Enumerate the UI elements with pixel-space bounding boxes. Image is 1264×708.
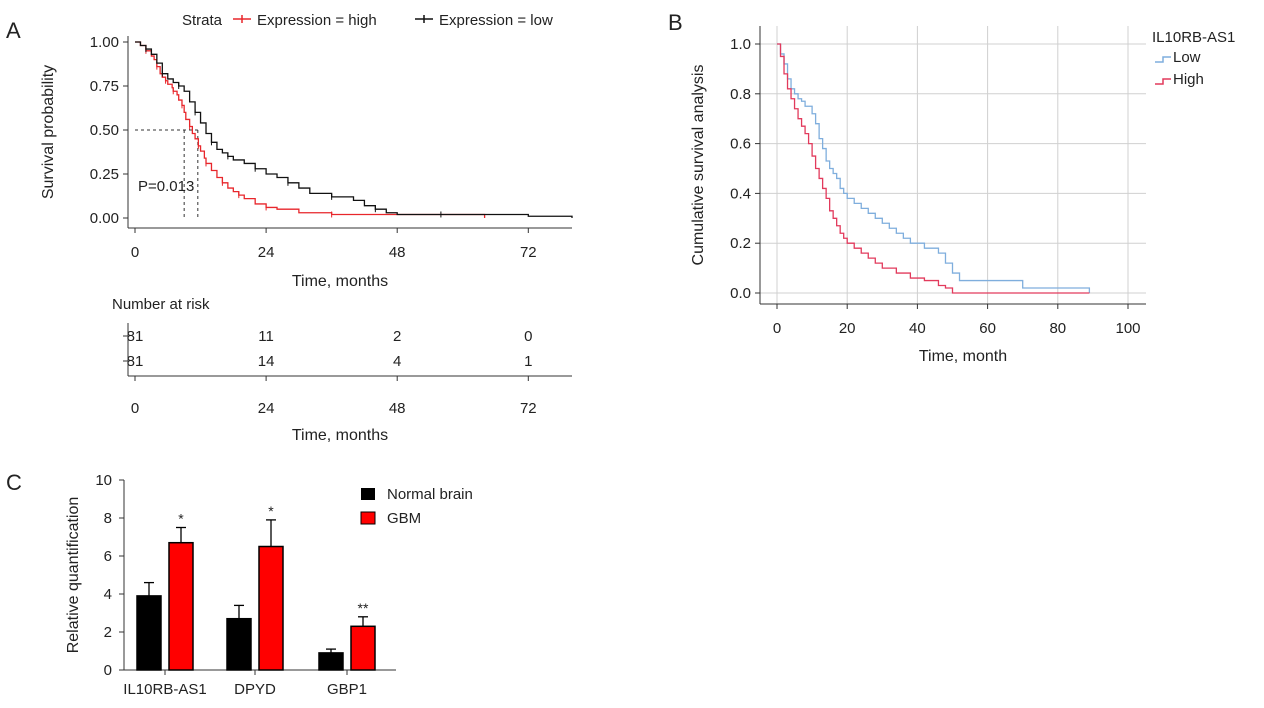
b-x-tick-label: 80 — [1049, 320, 1066, 337]
legend-c-gbm-swatch — [360, 511, 376, 525]
b-x-tick-label: 60 — [979, 320, 996, 337]
bar-normal-brain — [318, 652, 344, 671]
significance-marker: * — [268, 503, 274, 519]
axis-a-x-ticks: 0 24 48 72 — [131, 228, 537, 261]
bar-normal-brain — [136, 595, 162, 671]
a-x-tick-label: 24 — [258, 244, 275, 261]
significance-marker: * — [178, 511, 184, 527]
km-curve-a-high — [135, 41, 486, 218]
a-y-tick-label: 0.50 — [90, 122, 119, 139]
axis-b-y-ticks: 0.0 0.2 0.4 0.6 0.8 1.0 — [730, 36, 760, 302]
legend-a-high-label: Expression = high — [257, 12, 377, 29]
risk-count: 14 — [258, 353, 275, 370]
risk-count: 81 — [127, 353, 144, 370]
bar-gbm — [168, 541, 194, 671]
km-curve-b-low — [777, 43, 1091, 293]
b-y-tick-label: 0.4 — [730, 185, 751, 202]
legend-c-gbm-label: GBM — [387, 510, 421, 527]
risk-count: 4 — [393, 353, 401, 370]
a-y-tick-label: 0.75 — [90, 78, 119, 95]
c-x-label: GBP1 — [327, 681, 367, 698]
legend-c-normal-swatch — [361, 488, 375, 500]
a-y-tick-label: 0.00 — [90, 210, 119, 227]
km-curve-a-low — [135, 41, 573, 218]
b-x-tick-label: 20 — [839, 320, 856, 337]
legend-c: Normal brain GBM — [360, 486, 473, 527]
c-y-tick-label: 4 — [104, 586, 112, 603]
median-lines-a — [135, 129, 199, 218]
risk-count: 81 — [127, 328, 144, 345]
legend-b-high-label: High — [1173, 71, 1204, 88]
significance-marker: ** — [358, 600, 369, 616]
axis-a-x-title: Time, months — [292, 273, 388, 290]
b-y-tick-label: 0.8 — [730, 86, 751, 103]
legend-b-low-swatch — [1155, 56, 1171, 63]
legend-a-low-label: Expression = low — [439, 12, 553, 29]
risk-x-tick-label: 24 — [258, 400, 275, 417]
c-y-tick-label: 0 — [104, 662, 112, 679]
km-curve-b-high — [777, 43, 1090, 294]
risk-x-tick-label: 72 — [520, 400, 537, 417]
risk-count: 2 — [393, 328, 401, 345]
a-y-tick-label: 1.00 — [90, 34, 119, 51]
legend-b-low-label: Low — [1173, 49, 1201, 66]
panel-a-km-plot: Strata Expression = high Expression = lo… — [40, 12, 573, 444]
curves-a — [135, 41, 573, 218]
plot-b-background — [760, 26, 1146, 304]
c-y-tick-label: 10 — [95, 472, 112, 489]
bar-normal-brain — [226, 617, 252, 671]
risk-count: 11 — [258, 328, 274, 345]
b-y-tick-label: 1.0 — [730, 36, 751, 53]
c-y-tick-label: 6 — [104, 548, 112, 565]
b-y-tick-label: 0.0 — [730, 285, 751, 302]
curves-b — [777, 43, 1091, 294]
legend-c-normal-label: Normal brain — [387, 486, 473, 503]
a-y-tick-label: 0.25 — [90, 166, 119, 183]
legend-a: Strata Expression = high Expression = lo… — [182, 12, 553, 29]
c-y-tick-label: 8 — [104, 510, 112, 527]
axis-b-x-ticks: 0 20 40 60 80 100 — [773, 304, 1141, 337]
legend-a-title: Strata — [182, 12, 223, 29]
panel-b-km-plot: 0.0 0.2 0.4 0.6 0.8 1.0 0 20 40 60 80 100 Time, mo… — [690, 26, 1235, 365]
p-value-annotation: P=0.013 — [138, 178, 194, 195]
axis-c-y-ticks: 0 2 4 6 8 10 — [95, 472, 124, 679]
a-x-tick-label: 48 — [389, 244, 406, 261]
c-x-label: DPYD — [234, 681, 276, 698]
risk-x-tick-label: 48 — [389, 400, 406, 417]
risk-table: 81 11 2 0 81 14 4 1 — [123, 328, 532, 370]
risk-table-x-title: Time, months — [292, 427, 388, 444]
panel-c-bar-chart: 0 2 4 6 8 10 IL10RB-AS1 DPYD GBP1 Relative quan… — [65, 472, 473, 698]
legend-b-title: IL10RB-AS1 — [1152, 29, 1235, 46]
axis-c-y-title: Relative quantification — [65, 497, 82, 654]
bars-c: * *** — [136, 503, 376, 671]
bar-gbm — [350, 625, 376, 671]
axis-b-x-title: Time, month — [919, 348, 1007, 365]
legend-b-high-swatch — [1155, 78, 1171, 85]
risk-table-x-ticks: 0 24 48 72 — [131, 376, 537, 417]
a-x-tick-label: 0 — [131, 244, 139, 261]
panel-letter-c: C — [6, 470, 22, 495]
b-x-tick-label: 40 — [909, 320, 926, 337]
axis-a-y-title: Survival probability — [40, 65, 57, 199]
risk-table-title: Number at risk — [112, 296, 210, 313]
b-y-tick-label: 0.2 — [730, 235, 751, 252]
c-x-label: IL10RB-AS1 — [123, 681, 206, 698]
panel-letter-b: B — [668, 10, 683, 35]
axis-a-y-ticks: 0.00 0.25 0.50 0.75 1.00 — [90, 34, 128, 227]
a-x-tick-label: 72 — [520, 244, 537, 261]
risk-count: 0 — [524, 328, 532, 345]
b-x-tick-label: 100 — [1115, 320, 1140, 337]
b-x-tick-label: 0 — [773, 320, 781, 337]
b-y-tick-label: 0.6 — [730, 136, 751, 153]
c-y-tick-label: 2 — [104, 624, 112, 641]
risk-count: 1 — [524, 353, 532, 370]
axis-c-x-labels: IL10RB-AS1 DPYD GBP1 — [123, 670, 367, 698]
legend-b: IL10RB-AS1 Low High — [1152, 29, 1235, 88]
axis-b-y-title: Cumulative survival analysis — [690, 65, 707, 266]
bar-gbm — [258, 545, 284, 671]
risk-x-tick-label: 0 — [131, 400, 139, 417]
panel-letter-a: A — [6, 18, 21, 43]
